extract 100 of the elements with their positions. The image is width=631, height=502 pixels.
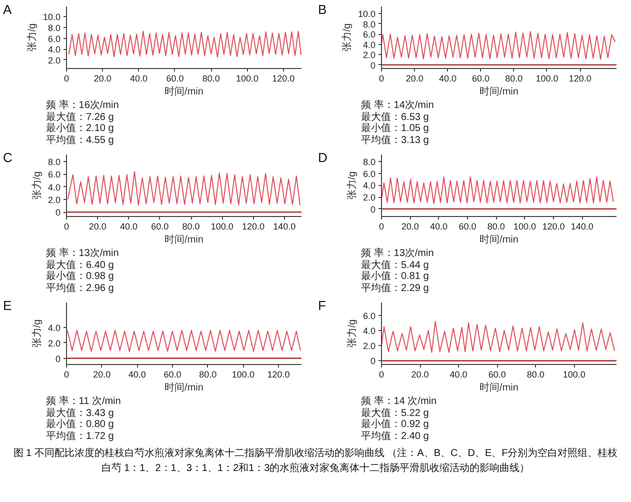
x-axis-title: 时间/min: [164, 382, 204, 394]
x-axis-title: 时间/min: [164, 86, 204, 98]
y-tick-label: 4.0: [362, 40, 376, 50]
y-tick-label: 2.0: [362, 192, 376, 203]
x-tick-label: 80.0: [487, 222, 505, 232]
y-tick-label: 6.0: [48, 34, 61, 44]
y-tick-label: 4.0: [48, 182, 61, 192]
x-tick-label: 0: [64, 370, 70, 380]
x-tick-label: 20.0: [411, 370, 429, 380]
y-tick-label: 0: [370, 204, 376, 214]
chart-title: F: [318, 298, 326, 313]
text: 最小值：0.92 g: [361, 419, 429, 430]
caption: 图 1 不同配比浓度的桂枝白芍水煎液对家兔离体十二指肠平滑肌收缩活动的影响曲线 （注：A、B、C、D、E、F分别为空白对照组、桂枝白芍 1：1、2：1、3：1、1：2和1：3的水煎液对家兔离体十二指肠平滑肌收缩活动的影响曲线）: [12, 446, 619, 476]
y-axis-title: 张力/g: [340, 23, 353, 52]
x-tick-label: 120.0: [242, 222, 265, 232]
y-tick-label: 4.0: [48, 44, 61, 55]
x-axis-title: 时间/min: [480, 382, 518, 394]
text: 平均值：2.29 g: [361, 282, 429, 294]
x-tick-label: 80.0: [505, 74, 523, 84]
text: 频 率：13次/min: [361, 248, 434, 259]
line-series: [382, 320, 616, 353]
text: 最小值：2.10 g: [46, 123, 114, 134]
x-axis-title: 时间/min: [164, 234, 204, 246]
y-tick-label: 2.0: [48, 338, 61, 348]
x-tick-label: 60.0: [458, 222, 476, 232]
y-tick-label: 2.0: [48, 194, 61, 205]
x-tick-label: 100.0: [232, 370, 254, 380]
line-series: [382, 176, 614, 204]
x-tick-label: 60.0: [151, 222, 169, 232]
text: 最小值：1.05 g: [361, 123, 429, 134]
x-tick-label: 140.0: [570, 222, 594, 232]
y-tick-label: 0: [55, 208, 61, 218]
y-tick-label: 6.0: [48, 170, 61, 180]
y-tick-label: 8.0: [362, 157, 376, 168]
x-tick-label: 100.0: [514, 222, 536, 232]
x-tick-label: 100.0: [236, 74, 259, 84]
y-axis-title: 张力/g: [346, 319, 358, 348]
x-tick-label: 0: [378, 74, 384, 84]
text: 最大值：6.40 g: [46, 260, 114, 270]
y-tick-label: 4.0: [362, 180, 376, 191]
x-axis-title: 时间/min: [480, 234, 518, 246]
chart-title: D: [318, 150, 328, 165]
x-tick-label: 0: [378, 370, 384, 380]
x-tick-label: 40.0: [128, 370, 146, 380]
x-tick-label: 60.0: [488, 370, 506, 380]
y-axis-title: 张力/g: [346, 171, 358, 200]
x-tick-label: 20.0: [88, 222, 106, 232]
x-axis-title: 时间/min: [480, 86, 518, 98]
x-tick-label: 40.0: [130, 74, 148, 84]
x-tick-label: 80.0: [526, 370, 544, 380]
y-tick-label: 6.0: [362, 168, 376, 179]
y-tick-label: 2.0: [362, 50, 376, 60]
line-series: [382, 31, 616, 60]
y-tick-label: 4.0: [48, 322, 61, 333]
x-tick-label: 0: [378, 222, 384, 232]
y-tick-label: 2.0: [362, 341, 376, 352]
y-axis-title: 张力/g: [30, 319, 43, 348]
text: 平均值：1.72 g: [46, 430, 114, 442]
x-tick-label: 20.0: [401, 222, 419, 232]
y-axis-title: 张力/g: [30, 171, 43, 200]
text: 最小值：0.81 g: [361, 271, 429, 282]
x-tick-label: 100.0: [536, 74, 558, 84]
x-tick-label: 120.0: [542, 222, 565, 232]
y-tick-label: 8.0: [48, 23, 61, 34]
y-tick-label: 0: [370, 60, 376, 70]
text: 平均值：2.40 g: [361, 430, 429, 442]
text: 平均值：3.13 g: [361, 134, 429, 146]
text: 平均值：4.55 g: [46, 134, 114, 146]
x-tick-label: 120.0: [568, 74, 592, 84]
y-tick-label: 6.0: [362, 310, 376, 321]
x-tick-label: 120.0: [272, 74, 295, 84]
chart-title: B: [318, 2, 327, 17]
y-tick-label: 10.0: [42, 12, 61, 22]
x-tick-label: 40.0: [438, 74, 456, 84]
line-series: [68, 30, 302, 58]
x-tick-label: 20.0: [93, 370, 111, 380]
x-tick-label: 140.0: [273, 222, 296, 232]
x-tick-label: 100.0: [210, 222, 234, 232]
y-axis-title: 张力/g: [26, 23, 38, 52]
y-tick-label: 8.0: [362, 19, 376, 30]
line-series: [66, 330, 301, 352]
x-tick-label: 40.0: [450, 370, 468, 380]
x-tick-label: 20.0: [94, 74, 112, 84]
text: 平均值：2.96 g: [46, 282, 114, 294]
x-tick-label: 80.0: [202, 74, 220, 84]
text: 最大值：3.43 g: [46, 408, 114, 418]
x-tick-label: 80.0: [182, 222, 200, 232]
y-tick-label: 0: [370, 356, 376, 366]
text: 频 率：11 次/min: [46, 396, 121, 407]
x-tick-label: 20.0: [406, 74, 424, 84]
text: 频 率：16次/min: [46, 100, 119, 111]
line-series: [67, 171, 300, 206]
x-tick-label: 80.0: [199, 370, 217, 380]
x-tick-label: 0: [64, 222, 70, 232]
x-tick-label: 60.0: [166, 74, 184, 84]
text: 最小值：0.80 g: [46, 419, 114, 430]
chart-title: C: [3, 150, 12, 165]
text: 最大值：6.53 g: [361, 112, 429, 122]
chart-title: A: [3, 2, 12, 17]
x-tick-label: 120.0: [267, 370, 290, 380]
